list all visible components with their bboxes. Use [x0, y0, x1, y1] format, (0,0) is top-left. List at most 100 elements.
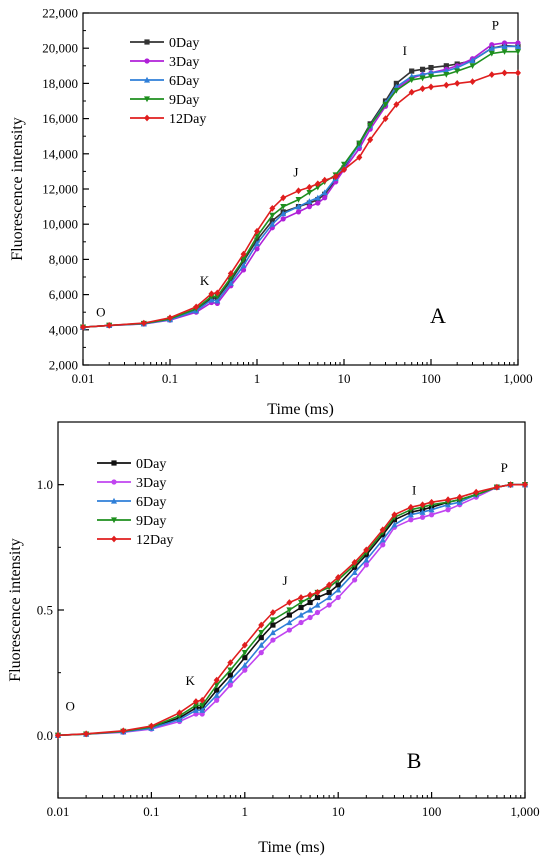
data-point: [306, 204, 312, 210]
data-point: [391, 521, 398, 528]
data-point: [286, 627, 292, 633]
data-point: [419, 501, 426, 509]
data-point: [295, 203, 302, 210]
data-point: [227, 676, 234, 683]
data-point: [307, 591, 314, 599]
data-point: [314, 194, 321, 201]
data-point: [269, 218, 275, 224]
phase-label: I: [412, 483, 416, 498]
legend-label: 9Day: [169, 93, 199, 108]
data-point: [380, 542, 386, 548]
data-point: [298, 604, 304, 611]
series-12day: [55, 481, 528, 739]
x-tick-label: 1,000: [503, 371, 532, 386]
data-point: [286, 607, 293, 614]
data-point: [488, 50, 495, 57]
y-tick-label: 20,000: [42, 41, 78, 56]
data-point: [443, 81, 450, 89]
data-point: [408, 88, 415, 96]
data-point: [443, 72, 450, 78]
data-point: [213, 692, 220, 698]
data-point: [269, 212, 276, 219]
legend-label: 12Day: [169, 112, 206, 127]
data-point: [295, 196, 302, 203]
data-point: [298, 611, 305, 618]
data-point: [280, 210, 287, 217]
data-point: [322, 195, 328, 201]
data-point: [176, 716, 183, 723]
data-point: [314, 180, 321, 188]
data-point: [227, 667, 234, 674]
data-point: [363, 556, 370, 563]
data-point: [382, 101, 389, 108]
data-point: [199, 707, 206, 713]
data-point: [469, 63, 476, 69]
y-tick-label: 16,000: [42, 111, 78, 126]
data-point: [269, 617, 276, 624]
panel-letter: A: [430, 303, 446, 328]
series-line: [57, 483, 525, 737]
data-point: [240, 262, 247, 269]
data-point: [489, 42, 495, 48]
data-point: [473, 488, 480, 496]
legend-label: 12Day: [136, 533, 173, 548]
data-point: [419, 85, 426, 93]
data-point: [326, 594, 333, 601]
chart-panel-b: 0.01 0.1 1 10 100 1,000 0.0 0.5 1.0 Time (ms) Fluo…: [7, 421, 540, 856]
data-point: [258, 650, 264, 656]
data-point: [332, 173, 339, 181]
data-point: [307, 614, 313, 621]
data-point: [493, 483, 500, 491]
data-point: [393, 87, 400, 94]
data-point: [321, 176, 328, 184]
x-tick-label: 10: [332, 804, 345, 819]
data-point: [314, 601, 321, 608]
y-tick-label: 4,000: [49, 322, 78, 337]
data-point: [213, 676, 220, 684]
data-point: [314, 184, 321, 191]
legend-label: 6Day: [169, 74, 199, 89]
data-point: [515, 43, 521, 50]
x-tick-label: 0.01: [47, 804, 70, 819]
data-point: [306, 183, 313, 191]
data-point: [456, 493, 463, 501]
y-axis-title: Fluorescence intensity: [9, 117, 26, 261]
data-point: [382, 115, 389, 122]
data-point: [407, 503, 414, 511]
data-point: [208, 290, 215, 298]
data-point: [341, 161, 347, 168]
y-tick-label: 0.0: [37, 728, 53, 743]
data-point: [515, 49, 521, 55]
data-point: [408, 517, 414, 523]
data-point: [192, 702, 199, 709]
data-point: [363, 546, 370, 554]
data-point: [270, 637, 276, 643]
data-point: [298, 599, 305, 606]
data-point: [176, 709, 183, 717]
phase-label: J: [283, 573, 288, 588]
data-point: [269, 609, 276, 616]
data-point: [445, 496, 452, 504]
legend-label: 0Day: [169, 36, 199, 51]
data-point: [501, 69, 508, 77]
phase-label: K: [200, 273, 210, 288]
data-point: [515, 40, 521, 46]
data-point: [240, 256, 247, 263]
data-point: [454, 68, 461, 75]
data-point: [120, 727, 127, 735]
data-point: [393, 80, 399, 86]
data-point: [227, 672, 233, 678]
phase-label: O: [65, 698, 74, 713]
legend-marker: [111, 517, 117, 524]
phase-label: P: [501, 460, 508, 475]
data-point: [419, 514, 426, 520]
data-point: [199, 696, 206, 704]
legend-marker: [111, 535, 117, 543]
data-point: [213, 682, 220, 689]
data-point: [192, 698, 199, 705]
data-point: [314, 589, 321, 596]
legend-label: 3Day: [169, 55, 199, 70]
data-point: [298, 594, 305, 601]
data-point: [335, 574, 342, 581]
data-point: [409, 68, 415, 74]
